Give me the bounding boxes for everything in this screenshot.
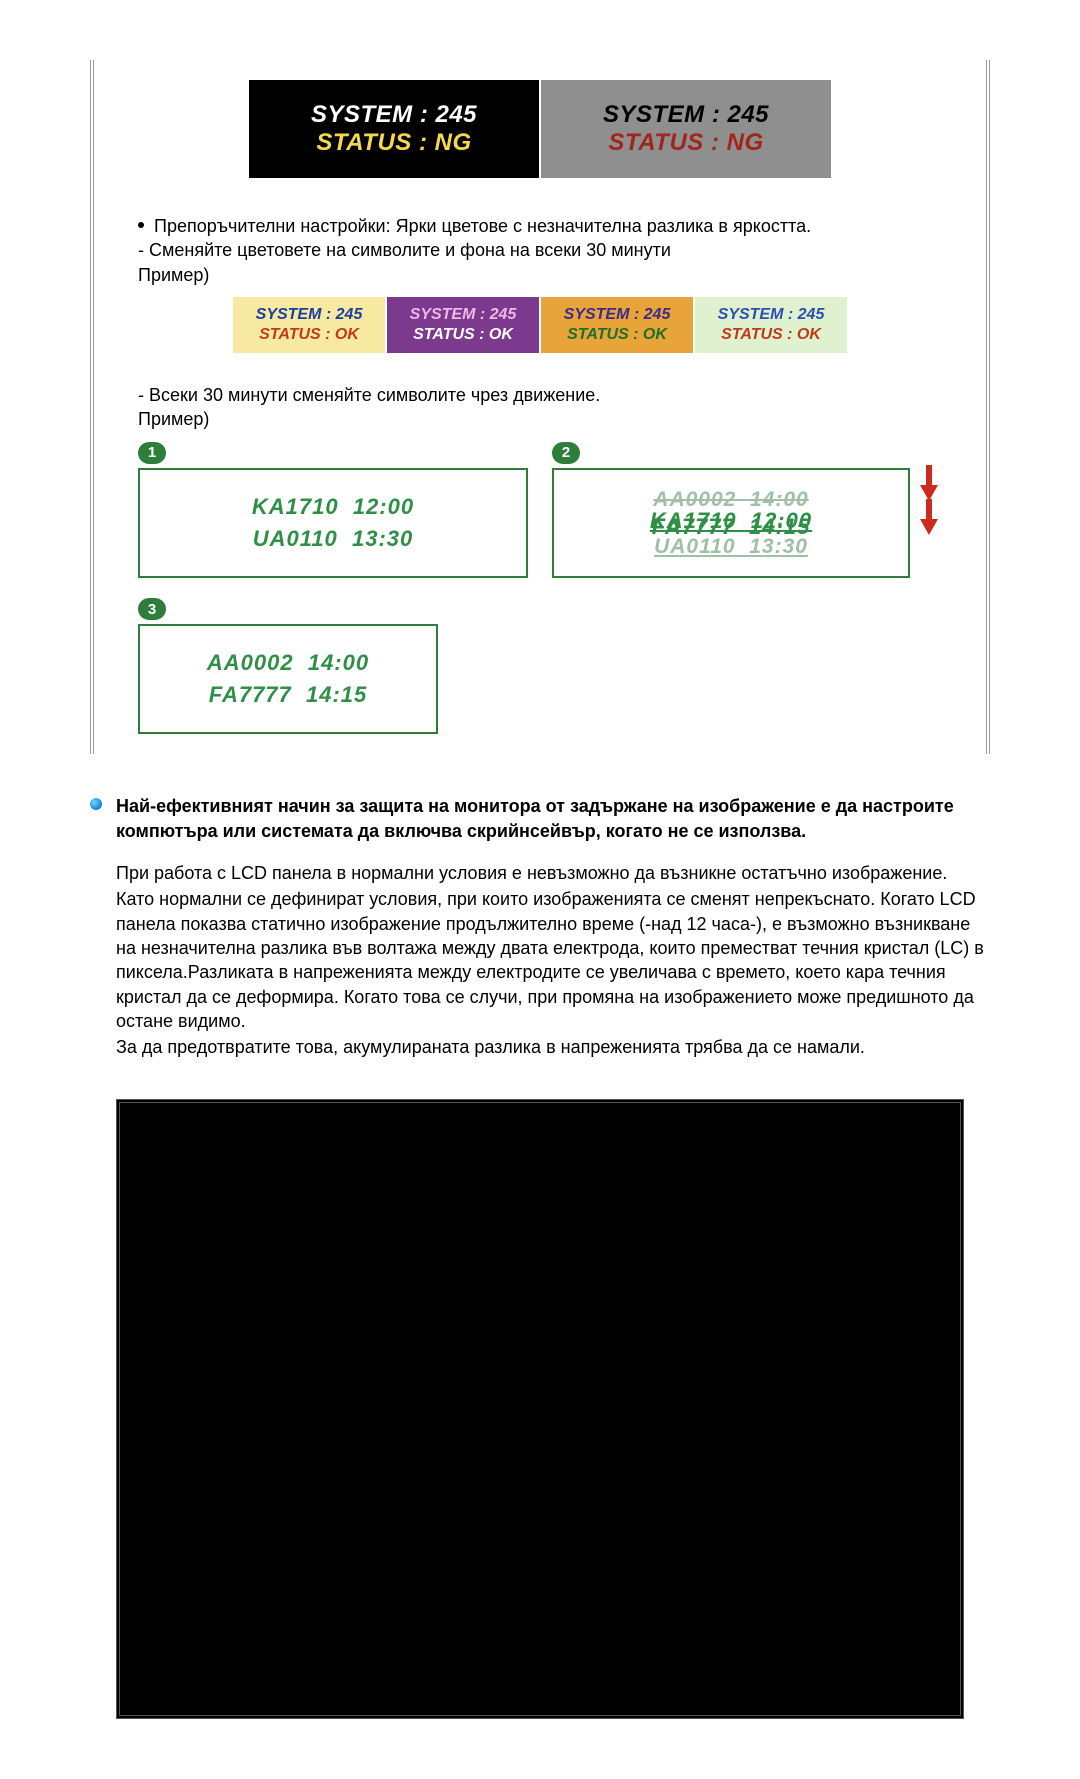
ok-panel-3: SYSTEM : 245 STATUS : OK [541,297,693,353]
badge-1: 1 [138,442,166,464]
example-label-2: Пример) [138,407,942,431]
tip-bold-text: Най-ефективният начин за защита на монит… [116,794,990,843]
motion-cell-2-wrap: 2 AA0002 14:00 KA1710 12:00 FA7777 14:15… [552,441,942,578]
scroll-arrows [920,485,942,535]
badge-3: 3 [138,598,166,620]
ok2-l1: SYSTEM : 245 [410,305,517,325]
tip-body: При работа с LCD панела в нормални услов… [116,861,990,1059]
ng-panels-row: SYSTEM : 245 STATUS : NG SYSTEM : 245 ST… [124,60,956,178]
recommendation-block: Препоръчителни настройки: Ярки цветове с… [138,214,942,287]
ok3-l1: SYSTEM : 245 [564,305,671,325]
info-bullet-icon [90,798,102,810]
motion1-line1: KA1710 12:00 [252,494,414,520]
ok1-l2: STATUS : OK [259,325,359,345]
motion-note: - Всеки 30 минути сменяйте символите чре… [138,383,942,407]
motion2-mid2: FA7777 14:15 [554,516,908,538]
motion2-ghost-bot: UA0110 13:30 [554,536,908,557]
ok2-l2: STATUS : OK [413,325,513,345]
arrow-down-icon [920,519,938,535]
ok-panel-4: SYSTEM : 245 STATUS : OK [695,297,847,353]
bullet-icon [138,222,144,228]
recommendation-sub1: - Сменяйте цветовете на символите и фона… [138,238,942,262]
motion-box-3: AA0002 14:00 FA7777 14:15 [138,624,438,734]
motion-box-1: KA1710 12:00 UA0110 13:30 [138,468,528,578]
ok4-l1: SYSTEM : 245 [718,305,825,325]
motion3-line1: AA0002 14:00 [207,650,369,676]
motion2-ghost-top: AA0002 14:00 [554,489,908,510]
body-para-1: При работа с LCD панела в нормални услов… [116,861,990,885]
ok3-l2: STATUS : OK [567,325,667,345]
bordered-content: SYSTEM : 245 STATUS : NG SYSTEM : 245 ST… [90,60,990,754]
ng1-line1: SYSTEM : 245 [311,101,477,129]
motion1-line2: UA0110 13:30 [253,526,414,552]
ok4-l2: STATUS : OK [721,325,821,345]
body-para-2: Като нормални се дефинират условия, при … [116,887,990,1033]
motion-cell-1: 1 KA1710 12:00 UA0110 13:30 [138,441,528,578]
ok-panels-row: SYSTEM : 245 STATUS : OK SYSTEM : 245 ST… [124,297,956,353]
black-display-frame [116,1099,964,1719]
ng-panel-2: SYSTEM : 245 STATUS : NG [541,80,831,178]
ng2-line1: SYSTEM : 245 [603,101,769,129]
ng-panel-1: SYSTEM : 245 STATUS : NG [249,80,539,178]
ok-panel-1: SYSTEM : 245 STATUS : OK [233,297,385,353]
ng1-line2: STATUS : NG [316,129,471,157]
tip-section: Най-ефективният начин за защита на монит… [90,794,990,1059]
example-label-1: Пример) [138,263,942,287]
motion-note-block: - Всеки 30 минути сменяйте символите чре… [138,383,942,432]
motion-box-2: AA0002 14:00 KA1710 12:00 FA7777 14:15 U… [552,468,910,578]
motion3-line2: FA7777 14:15 [209,682,368,708]
recommendation-text: Препоръчителни настройки: Ярки цветове с… [154,214,811,238]
badge-2: 2 [552,442,580,464]
ng2-line2: STATUS : NG [608,129,763,157]
body-para-3: За да предотвратите това, акумулираната … [116,1035,990,1059]
motion-cell-3: 3 AA0002 14:00 FA7777 14:15 [138,598,438,735]
ok1-l1: SYSTEM : 245 [256,305,363,325]
ok-panel-2: SYSTEM : 245 STATUS : OK [387,297,539,353]
motion-row-top: 1 KA1710 12:00 UA0110 13:30 2 AA0002 14:… [138,441,942,578]
